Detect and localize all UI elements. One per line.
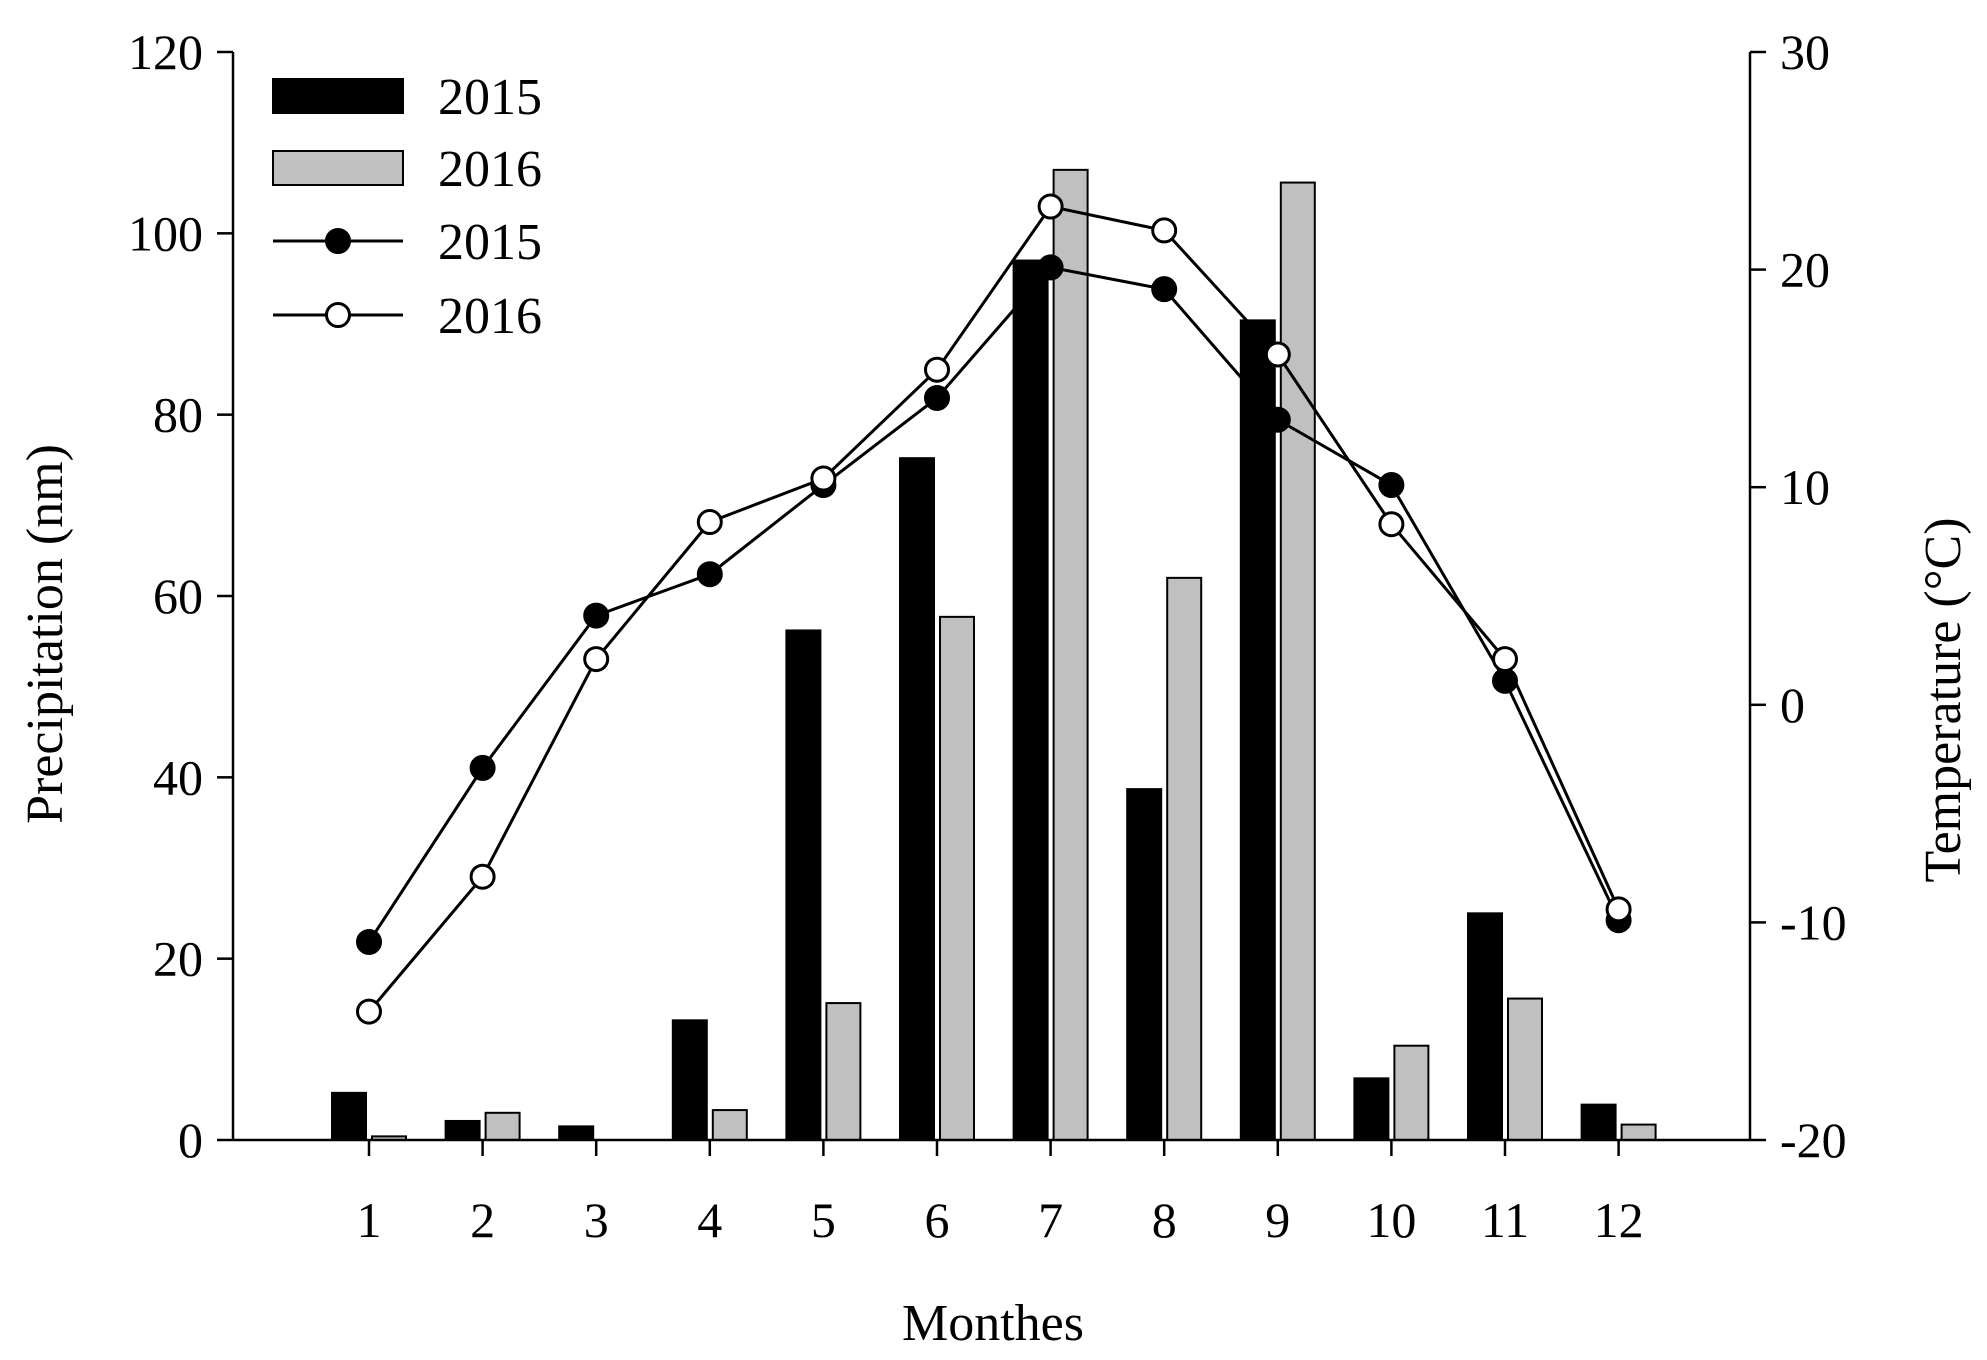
temperature-point-2015-month-3: [583, 602, 610, 629]
legend-marker-2015: [325, 228, 351, 254]
temperature-point-2016-month-4: [696, 509, 723, 536]
temperature-line-2016: [367, 204, 1620, 1013]
bar-2015-month-7: [1012, 259, 1049, 1141]
temperature-point-2016-month-7: [1037, 193, 1064, 220]
bar-2015-month-9: [1239, 319, 1276, 1141]
bar-2016-month-10: [1393, 1044, 1430, 1141]
bar-2016-month-2: [484, 1111, 521, 1142]
bar-2015-month-8: [1126, 788, 1163, 1141]
x-axis-title: Monthes: [902, 1295, 1084, 1352]
bar-2015-month-6: [899, 457, 935, 1142]
temperature-point-2015-month-6: [924, 384, 950, 411]
bar-2016-month-12: [1620, 1123, 1657, 1142]
temperature-point-2016-month-10: [1378, 511, 1405, 538]
bar-2015-month-10: [1353, 1077, 1390, 1142]
bar-2015-month-5: [785, 629, 822, 1141]
temperature-point-2016-month-8: [1151, 217, 1178, 244]
bar-2016-month-6: [939, 615, 975, 1141]
temperature-point-2015-month-8: [1151, 276, 1178, 303]
legend-label: 2015: [438, 69, 542, 126]
x-tick-label: 5: [811, 1192, 836, 1248]
left-tick-label: 20: [153, 931, 203, 987]
legend-label: 2015: [438, 214, 542, 271]
bar-2015-month-2: [444, 1119, 481, 1141]
right-tick-label: -20: [1780, 1112, 1847, 1168]
temperature-point-2016-month-12: [1605, 896, 1632, 923]
left-axis-title: Precipitation (nm): [17, 444, 74, 824]
bar-group: [331, 168, 1657, 1142]
left-tick-label: 0: [178, 1112, 203, 1168]
bar-2016-month-5: [825, 1002, 862, 1141]
line-group: [356, 193, 1632, 1025]
temperature-point-2015-month-7: [1037, 254, 1064, 281]
temperature-point-2016-month-6: [924, 356, 950, 383]
legend: 2015 2016 2015 2016: [272, 69, 542, 345]
right-tick-label: 10: [1780, 459, 1830, 515]
legend-swatch-bar-2016: [272, 150, 404, 186]
temperature-point-2016-month-1: [356, 998, 382, 1025]
legend-label: 2016: [438, 288, 542, 345]
bar-2015-month-4: [671, 1019, 708, 1142]
legend-marker-2016: [325, 302, 351, 328]
right-tick-label: -10: [1780, 894, 1847, 950]
temperature-point-2016-month-5: [810, 465, 837, 492]
left-tick-label: 120: [128, 24, 203, 80]
temperature-point-2015-month-9: [1264, 406, 1291, 433]
temperature-point-2015-month-11: [1492, 667, 1518, 694]
temperature-point-2016-month-3: [583, 646, 610, 673]
bar-2016-month-9: [1279, 181, 1316, 1141]
left-tick-label: 80: [153, 387, 203, 443]
temperature-line-2015: [367, 265, 1620, 943]
x-tick-label: 3: [584, 1192, 609, 1248]
temperature-point-2015-month-1: [356, 928, 382, 955]
bar-2015-month-3: [558, 1125, 595, 1142]
legend-swatch-bar-2015: [272, 78, 404, 114]
x-tick-label: 12: [1594, 1192, 1644, 1248]
temperature-point-2015-month-2: [469, 754, 496, 781]
x-tick-label: 7: [1038, 1192, 1063, 1248]
x-tick-label: 4: [697, 1192, 722, 1248]
right-tick-label: 20: [1780, 242, 1830, 298]
legend-label: 2016: [438, 141, 542, 198]
x-tick-label: 8: [1152, 1192, 1177, 1248]
x-tick-label: 2: [470, 1192, 495, 1248]
bar-2016-month-7: [1052, 168, 1089, 1142]
left-tick-label: 40: [153, 749, 203, 805]
bar-2016-month-11: [1507, 997, 1543, 1141]
bar-2015-month-12: [1580, 1103, 1617, 1142]
x-tick-label: 10: [1366, 1192, 1416, 1248]
x-tick-label: 11: [1481, 1192, 1529, 1248]
right-tick-label: 30: [1780, 24, 1830, 80]
temperature-point-2015-month-10: [1378, 472, 1405, 499]
temperature-point-2016-month-11: [1492, 646, 1518, 673]
right-tick-label: 0: [1780, 677, 1805, 733]
right-axis-title: Temperature (°C): [1915, 517, 1972, 882]
left-tick-label: 100: [128, 205, 203, 261]
left-tick-label: 60: [153, 568, 203, 624]
bar-2015-month-11: [1467, 912, 1503, 1141]
temperature-point-2016-month-2: [469, 863, 496, 890]
temperature-point-2016-month-9: [1264, 341, 1291, 368]
x-tick-label: 6: [925, 1192, 950, 1248]
x-tick-label: 9: [1265, 1192, 1290, 1248]
x-tick-label: 1: [357, 1192, 382, 1248]
bar-2015-month-1: [331, 1091, 367, 1142]
temperature-point-2015-month-4: [696, 561, 723, 588]
bar-2016-month-8: [1166, 576, 1203, 1141]
bar-2016-month-4: [711, 1109, 748, 1141]
